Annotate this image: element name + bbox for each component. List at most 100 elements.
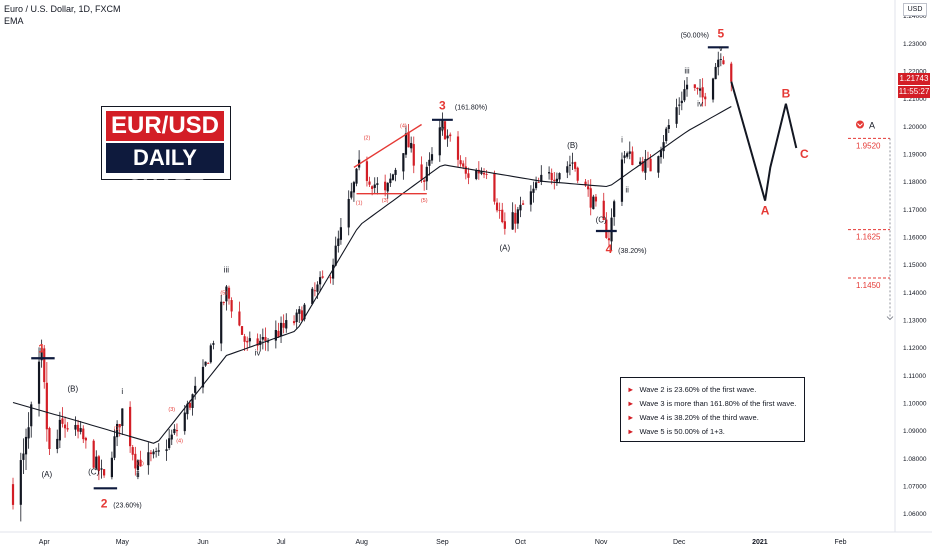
wave-label: (1): [356, 201, 363, 207]
candle-body: [350, 191, 353, 198]
candle-body: [248, 338, 251, 342]
wave-label: 5: [718, 26, 725, 40]
candle-body: [467, 173, 470, 178]
wave-label: 1: [38, 342, 45, 356]
candle-body: [97, 456, 100, 471]
wave-label: 3: [439, 98, 446, 112]
candle-body: [373, 184, 376, 188]
candle-body: [719, 58, 722, 60]
chevron-down-icon: [857, 123, 863, 127]
candle-body: [175, 430, 179, 432]
candle-body: [514, 212, 517, 224]
candle-body: [537, 182, 540, 183]
candle-body: [391, 174, 395, 180]
candle-body: [102, 469, 106, 476]
candle-body: [201, 366, 205, 388]
wave-label: (3): [168, 407, 175, 413]
target-marker-icon: [856, 120, 864, 129]
candle-body: [339, 227, 343, 240]
candle-body: [240, 326, 244, 335]
candle-body: [389, 178, 392, 184]
candle-body: [550, 172, 553, 181]
candle-body: [63, 424, 67, 429]
wave-note: ► Wave 2 is 23.60% of the first wave.: [627, 385, 757, 394]
candle-body: [246, 340, 249, 343]
candle-body: [589, 188, 592, 208]
wave-label: (2): [137, 461, 144, 467]
wave-label: v: [719, 44, 723, 53]
y-tick-label: 1.11000: [903, 373, 926, 380]
candle-body: [680, 100, 683, 104]
candle-body: [394, 169, 397, 175]
wave-label: v: [440, 124, 444, 133]
candle-body: [384, 181, 387, 191]
candle-body: [529, 191, 532, 205]
candle-body: [266, 341, 270, 343]
candle-body: [459, 160, 462, 165]
candle-body: [298, 309, 301, 314]
wave-label: (A): [500, 243, 511, 252]
candle-body: [79, 428, 82, 432]
candle-body: [277, 330, 280, 337]
x-tick-label: Aug: [355, 539, 368, 546]
candle-body: [261, 336, 264, 340]
candle-body: [279, 322, 283, 336]
bullet-arrow-icon: ►: [627, 399, 635, 408]
candle-body: [116, 423, 119, 438]
wave-label: ii: [136, 470, 140, 479]
candle-body: [649, 158, 652, 172]
projection-path: [730, 81, 798, 201]
x-tick-label: Jul: [277, 539, 286, 546]
candle-body: [534, 182, 538, 189]
projection-label: C: [800, 147, 809, 161]
candle-body: [493, 173, 496, 202]
candle-body: [188, 402, 192, 408]
candle-body: [683, 89, 686, 101]
y-tick-label: 1.22000: [903, 69, 927, 76]
bullet-arrow-icon: ►: [627, 385, 635, 394]
candle-body: [56, 438, 59, 449]
candle-body: [313, 290, 316, 292]
candle-body: [503, 221, 506, 229]
candle-body: [311, 288, 314, 305]
candle-body: [170, 434, 173, 440]
wave-notes-box: ► Wave 2 is 23.60% of the first wave. ► Wa…: [620, 377, 805, 442]
candle-body: [602, 200, 605, 221]
candle-body: [147, 452, 150, 466]
candle-body: [576, 167, 579, 181]
x-tick-label: Apr: [39, 539, 51, 546]
candle-body: [610, 217, 613, 242]
candle-body: [495, 202, 499, 211]
wave-label: (C): [88, 467, 99, 476]
candle-body: [425, 166, 428, 182]
candle-body: [230, 300, 233, 312]
candle-body: [386, 182, 389, 192]
candle-body: [134, 453, 137, 469]
candle-body: [168, 438, 171, 449]
bullet-arrow-icon: ►: [627, 427, 635, 436]
candle-body: [547, 172, 551, 174]
candle-body: [407, 131, 410, 148]
candle-body: [698, 88, 702, 91]
y-tick-label: 1.12000: [903, 345, 927, 352]
projection-label: A: [761, 204, 770, 218]
x-tick-label: Sep: [436, 539, 449, 546]
wave-label: i: [621, 135, 623, 144]
candle-body: [620, 159, 624, 202]
candle-body: [631, 151, 634, 166]
candle-body: [441, 120, 444, 128]
candle-body: [662, 142, 665, 152]
candle-body: [19, 460, 22, 505]
currency-button[interactable]: USD: [903, 3, 927, 16]
candle-body: [430, 154, 434, 161]
x-tick-label: Oct: [515, 539, 526, 546]
candle-body: [165, 449, 168, 451]
candle-body: [347, 198, 350, 228]
title-pair: EUR/USD: [106, 111, 224, 141]
candle-body: [592, 196, 595, 210]
candle-body: [641, 161, 644, 172]
candle-body: [209, 345, 212, 363]
candle-body: [402, 153, 405, 172]
candle-body: [516, 209, 519, 224]
